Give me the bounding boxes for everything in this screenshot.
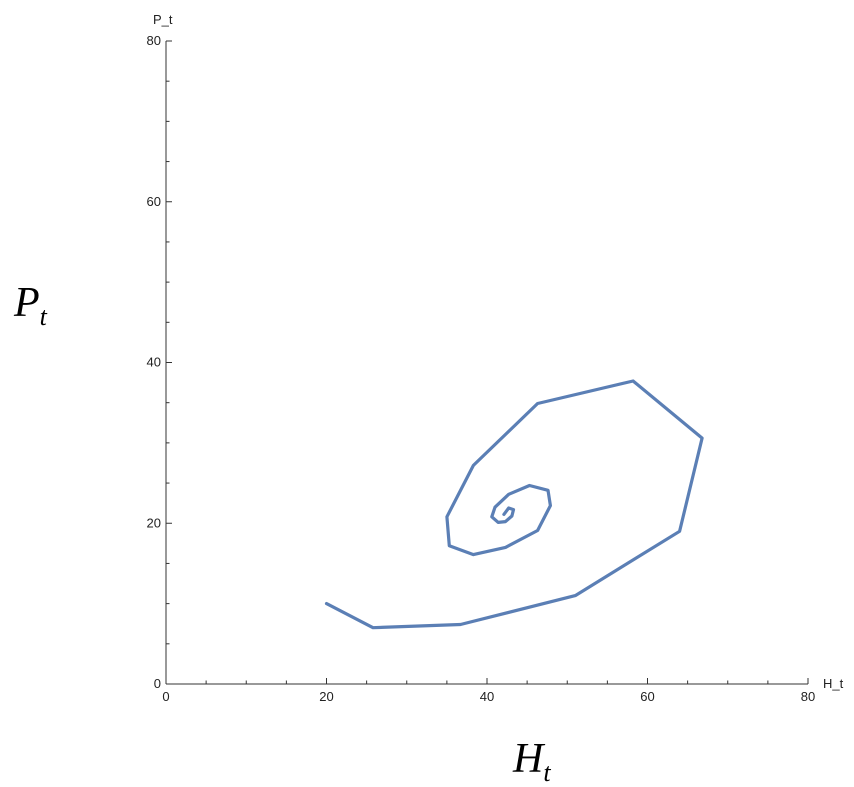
outer-x-label-sub: t (543, 758, 551, 787)
outer-x-label: Ht (513, 738, 551, 786)
x-tick-label: 20 (319, 689, 333, 704)
y-tick-label: 60 (147, 194, 161, 209)
y-tick-label: 80 (147, 33, 161, 48)
trajectory-line (324, 379, 704, 630)
outer-y-label-base: P (14, 280, 40, 326)
y-axis-name: P_t (153, 12, 173, 27)
x-tick-label: 40 (480, 689, 494, 704)
x-tick-label: 80 (801, 689, 815, 704)
x-axis-name: H_t (823, 676, 844, 691)
outer-y-label-sub: t (39, 302, 47, 332)
x-tick-label: 60 (640, 689, 654, 704)
series-layer (324, 379, 704, 630)
y-tick-label: 40 (147, 355, 161, 370)
axes: 0 20 40 60 80 0 20 40 60 80 H_t P_t (147, 12, 844, 704)
y-tick-label: 20 (147, 515, 161, 530)
y-tick-label: 0 (154, 676, 161, 691)
outer-y-label: Pt (14, 282, 47, 330)
x-tick-label: 0 (162, 689, 169, 704)
outer-x-label-base: H (513, 736, 544, 782)
